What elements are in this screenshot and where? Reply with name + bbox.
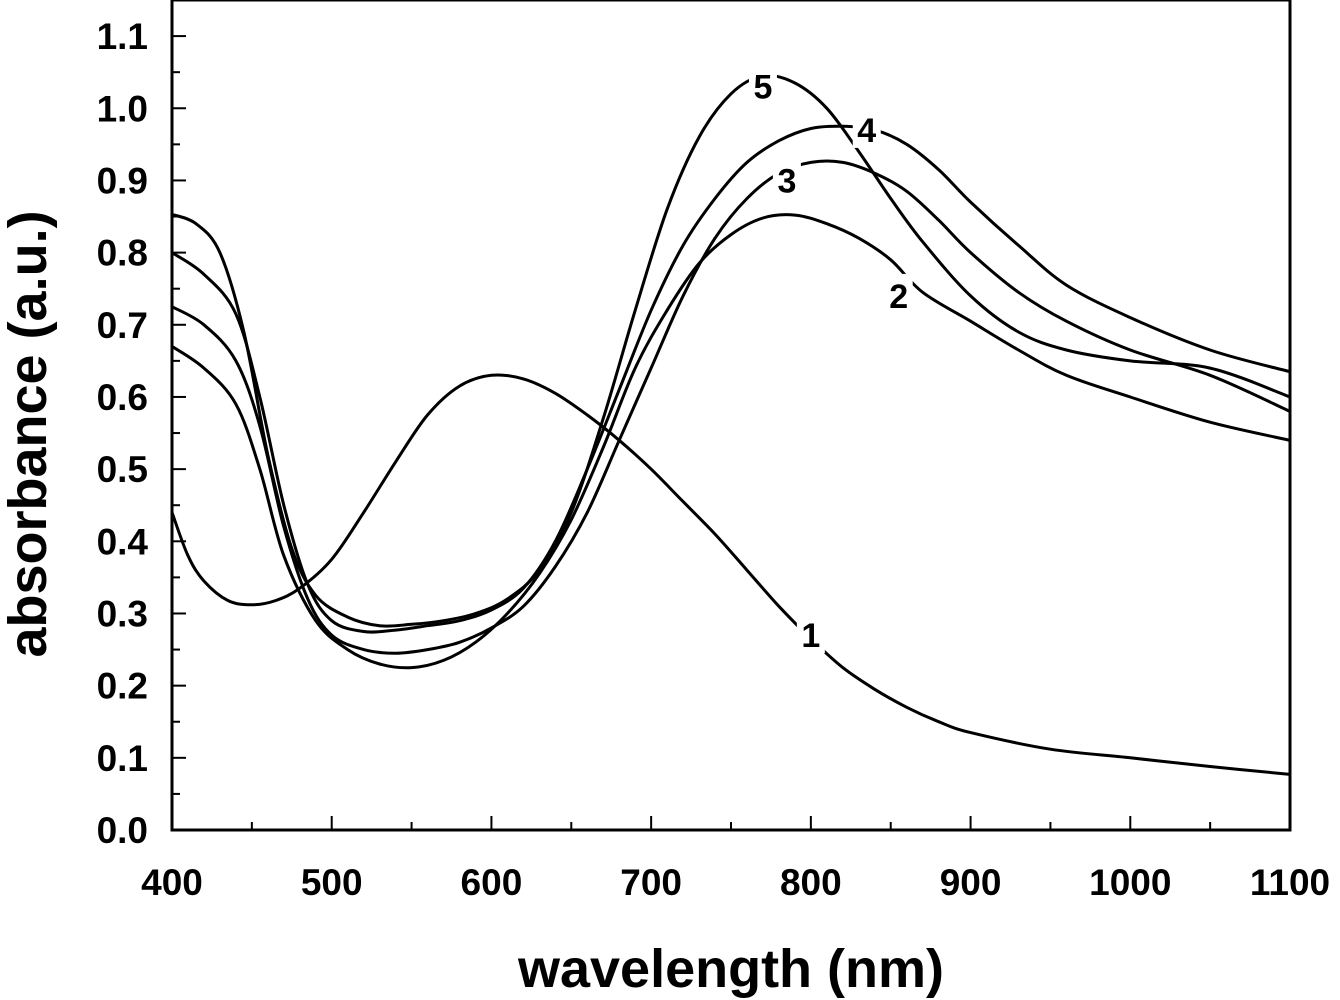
- tick-labels: 400 500 600 700 800 900 1000 1100 0.0 0.1 0.2 0.3 0.…: [97, 16, 1331, 903]
- x-tick-label: 700: [620, 862, 682, 903]
- axis-ticks: [171, 35, 1291, 831]
- series-3-line: [171, 159, 1291, 655]
- series-2-label-bg: [884, 273, 913, 314]
- x-tick-label: 400: [141, 862, 203, 903]
- y-tick-label: 0.7: [97, 305, 148, 346]
- series-3-label-bg: [772, 158, 801, 199]
- series-curves: [170, 73, 1291, 776]
- y-tick-label: 0.9: [97, 160, 148, 201]
- series-4-label: 4: [857, 112, 876, 150]
- series-labels: 1 2 3 4 5: [748, 64, 913, 655]
- x-tick-label: 1100: [1250, 862, 1330, 903]
- y-tick-label: 0.5: [97, 449, 148, 490]
- y-tick-label: 1.0: [97, 88, 148, 129]
- x-tick-label: 500: [301, 862, 363, 903]
- series-1-line: [170, 373, 1291, 776]
- y-tick-label: 0.2: [97, 666, 148, 707]
- series-3-label: 3: [777, 162, 796, 200]
- series-2-line: [171, 213, 1291, 670]
- y-tick-label: 1.1: [97, 16, 148, 57]
- x-tick-label: 1000: [1089, 862, 1171, 903]
- series-1-label: 1: [801, 617, 820, 655]
- series-4-label-bg: [852, 107, 881, 148]
- y-tick-label: 0.3: [97, 593, 148, 634]
- plot-frame: [170, 0, 1292, 832]
- series-5-line: [171, 73, 1291, 628]
- x-axis-title: wavelength (nm): [517, 939, 944, 999]
- series-5-label: 5: [753, 69, 772, 107]
- series-2-label: 2: [889, 278, 908, 316]
- y-tick-label: 0.0: [97, 810, 148, 851]
- x-tick-label: 800: [780, 862, 842, 903]
- series-4-line: [171, 124, 1291, 634]
- y-axis-title: absorbance (a.u.): [0, 210, 58, 657]
- series-1-label-bg: [796, 613, 825, 654]
- y-tick-label: 0.6: [97, 377, 148, 418]
- y-tick-label: 0.1: [97, 738, 148, 779]
- y-tick-label: 0.8: [97, 233, 148, 274]
- x-tick-label: 600: [461, 862, 523, 903]
- y-tick-label: 0.4: [97, 521, 149, 562]
- x-tick-label: 900: [940, 862, 1002, 903]
- series-5-label-bg: [748, 64, 777, 105]
